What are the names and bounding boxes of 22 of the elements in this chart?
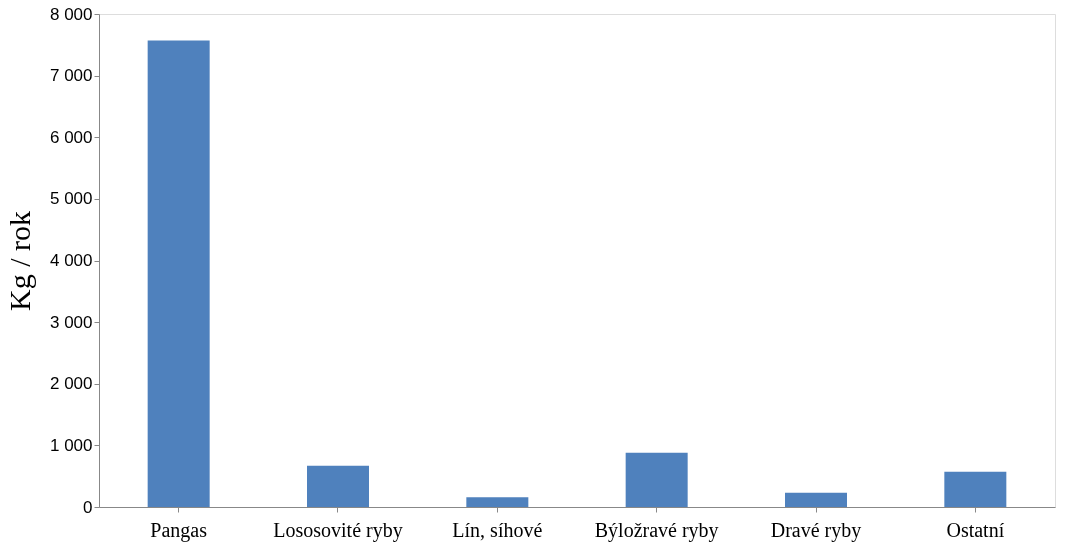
y-tick-label: 3 000: [49, 312, 93, 332]
y-tick-label: 0: [83, 497, 93, 517]
bar: [785, 492, 847, 507]
y-tick-label: 2 000: [49, 374, 93, 394]
bar: [307, 465, 369, 507]
y-tick-label: 8 000: [49, 4, 93, 24]
y-tick-label: 6 000: [49, 127, 93, 147]
y-tick-label: 4 000: [49, 251, 93, 270]
bar: [147, 40, 210, 507]
x-tick-label: Dravé ryby: [770, 518, 862, 542]
x-tick-label: Lín, síhové: [452, 518, 543, 541]
bar: [466, 497, 529, 507]
y-tick-label: 5 000: [49, 189, 93, 209]
y-tick-label: 7 000: [49, 66, 93, 86]
x-tick-label: Býložravé ryby: [594, 518, 719, 542]
x-tick-label: Ostatní: [946, 518, 1005, 541]
x-tick-label: Lososovité ryby: [273, 518, 403, 542]
bar: [944, 471, 1007, 507]
y-axis-title: Kg / rok: [2, 211, 36, 311]
bar: [625, 452, 688, 507]
y-tick-label: 1 000: [49, 435, 93, 455]
x-tick-label: Pangas: [150, 518, 208, 542]
